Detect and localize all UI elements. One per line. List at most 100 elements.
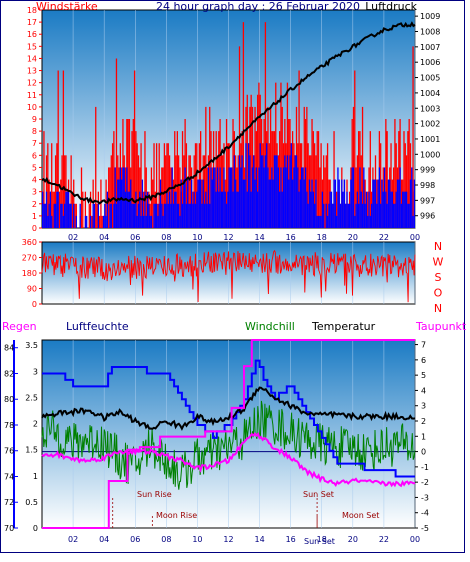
temperature-tick-label: 3 [421, 402, 426, 411]
windspeed-tick-label: 17 [27, 18, 37, 27]
pressure-tick-label: 996 [420, 212, 435, 221]
pressure-tick-label: 1001 [420, 135, 440, 144]
windspeed-tick-label: 1 [32, 212, 37, 221]
humidity-tick-label: 70 [4, 524, 14, 533]
hour-tick-label: 20 [348, 233, 358, 242]
windspeed-tick-label: 14 [27, 54, 37, 63]
windspeed-tick-label: 8 [32, 127, 37, 136]
hour-tick-label: 16 [286, 535, 296, 544]
windspeed-tick-label: 7 [32, 139, 37, 148]
astro-label: Sun Set [303, 490, 334, 499]
direction-panel-marks [41, 249, 416, 303]
direction-tick-label: 180 [22, 269, 37, 278]
pressure-axis-label: Luftdruck [365, 0, 417, 13]
temperature-tick-label: -2 [421, 478, 429, 487]
pressure-tick-label: 1005 [420, 74, 440, 83]
compass-label: W [433, 256, 444, 269]
legend-label: Temperatur [311, 320, 376, 333]
hour-tick-label: 20 [348, 535, 358, 544]
temperature-tick-label: 7 [421, 341, 426, 350]
humidity-tick-label: 76 [4, 447, 14, 456]
wind-speed-axis-label: Windstärke [36, 0, 98, 13]
humidity-tick-label: 80 [4, 395, 14, 404]
windspeed-tick-label: 12 [27, 79, 37, 88]
windspeed-tick-label: 3 [32, 188, 37, 197]
pressure-line [41, 21, 416, 205]
pressure-tick-label: 998 [420, 181, 435, 190]
wind-panel-axes: 0123456789101112131415161718996997998999… [27, 6, 441, 242]
hour-tick-label: 18 [317, 233, 327, 242]
hour-tick-label: 04 [99, 535, 109, 544]
rain-tick-label: 1 [33, 472, 38, 481]
wind-direction-line [41, 249, 416, 303]
hour-tick-label: 08 [161, 535, 171, 544]
hour-tick-label: 14 [254, 233, 264, 242]
pressure-tick-label: 1007 [420, 43, 440, 52]
temperature-line [41, 386, 416, 431]
hour-tick-label: 14 [254, 535, 264, 544]
direction-tick-label: 360 [22, 238, 37, 247]
pressure-tick-label: 1002 [420, 120, 440, 129]
temperature-tick-label: -1 [421, 463, 429, 472]
hour-tick-label: 18 [317, 535, 327, 544]
astro-label: Sun Set [304, 537, 335, 546]
astro-annotations: Sun Rise Moon Rise Sun Set Moon Set Sun Set [112, 490, 379, 546]
hour-tick-label: 00 [410, 535, 420, 544]
windspeed-tick-label: 11 [27, 91, 37, 100]
hour-tick-label: 04 [99, 233, 109, 242]
windspeed-tick-label: 9 [32, 115, 37, 124]
temperature-tick-label: 4 [421, 386, 426, 395]
rain-line [42, 339, 415, 529]
pressure-tick-label: 1000 [420, 150, 440, 159]
compass-label: N [434, 240, 442, 253]
climate-legend: Regen Luftfeuchte Windchill Temperatur Taupu… [2, 320, 467, 333]
rain-tick-label: 0 [33, 524, 38, 533]
humidity-tick-label: 78 [4, 421, 14, 430]
hour-tick-label: 02 [68, 233, 78, 242]
hour-tick-label: 22 [379, 233, 389, 242]
rain-tick-label: 2 [33, 420, 38, 429]
humidity-tick-label: 74 [4, 472, 14, 481]
wind-panel-marks [41, 21, 416, 228]
compass-label: O [434, 287, 443, 300]
direction-tick-label: 270 [22, 254, 37, 263]
pressure-tick-label: 999 [420, 166, 435, 175]
temperature-tick-label: -5 [421, 524, 429, 533]
temperature-tick-label: 1 [421, 432, 426, 441]
hour-tick-label: 16 [286, 233, 296, 242]
outer-frame [0, 0, 465, 553]
legend-label: Regen [2, 320, 37, 333]
hour-tick-label: 10 [192, 535, 202, 544]
direction-tick-label: 0 [32, 300, 37, 309]
astro-label: Moon Rise [156, 511, 197, 520]
compass-label: N [434, 302, 442, 315]
hour-tick-label: 22 [379, 535, 389, 544]
temperature-tick-label: 2 [421, 417, 426, 426]
rain-tick-label: 2.5 [25, 393, 38, 402]
hour-tick-label: 10 [192, 233, 202, 242]
legend-label: Taupunkt [415, 320, 467, 333]
rain-tick-label: 0.5 [25, 498, 38, 507]
temperature-tick-label: -3 [421, 493, 429, 502]
temperature-tick-label: -4 [421, 509, 429, 518]
windspeed-tick-label: 15 [27, 42, 37, 51]
windspeed-tick-label: 13 [27, 67, 37, 76]
hour-tick-label: 02 [68, 535, 78, 544]
chart-title: 24 hour graph day : 26 Februar 2020 [156, 0, 360, 13]
windspeed-tick-label: 18 [27, 6, 37, 15]
compass-label: S [435, 271, 442, 284]
windspeed-tick-label: 2 [32, 200, 37, 209]
hour-tick-label: 12 [223, 233, 233, 242]
dewpoint-line [41, 432, 416, 488]
pressure-tick-label: 1003 [420, 104, 440, 113]
direction-tick-label: 90 [27, 285, 37, 294]
hour-tick-label: 00 [410, 233, 420, 242]
rain-tick-label: 1.5 [25, 446, 38, 455]
humidity-tick-label: 84 [4, 344, 14, 353]
windspeed-tick-label: 0 [32, 224, 37, 233]
hour-tick-label: 06 [130, 233, 140, 242]
rain-tick-label: 3 [33, 367, 38, 376]
